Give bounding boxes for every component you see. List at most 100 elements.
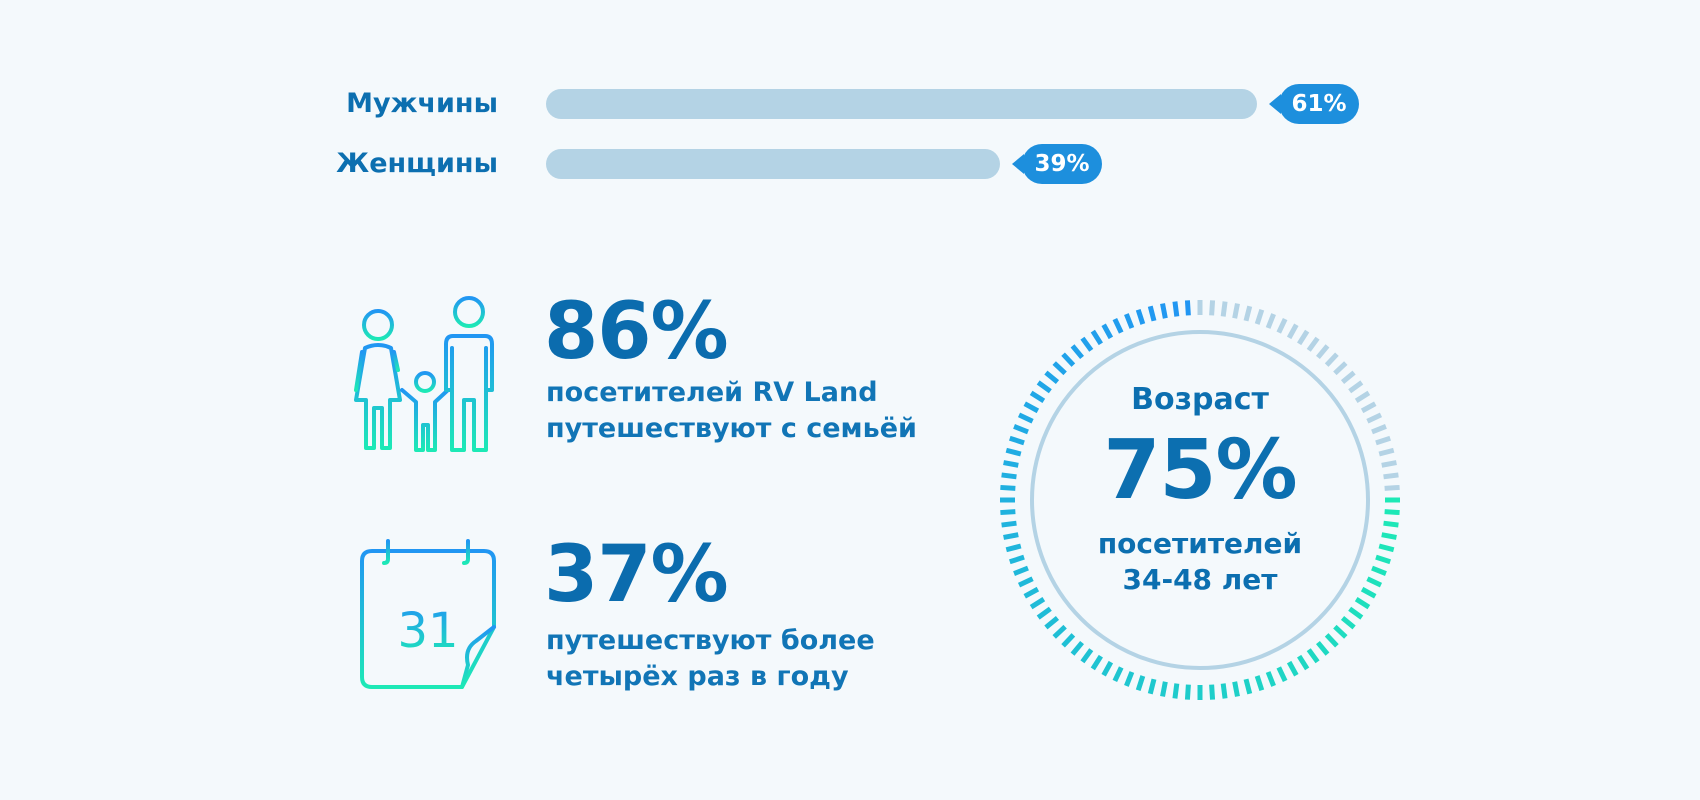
age-ring-tick (1375, 435, 1391, 446)
calendar-day: 31 (397, 603, 458, 659)
family-caption-line2: путешествуют с семьёй (546, 413, 917, 444)
age-ring-tick-filled (1265, 671, 1276, 687)
badge-women: 39% (1012, 144, 1102, 184)
age-ring-tick-filled (1029, 597, 1046, 610)
age-ring-tick-filled (1209, 684, 1216, 700)
family-icon (350, 290, 500, 459)
age-ring-tick (1354, 390, 1371, 403)
age-ring-tick-filled (1013, 565, 1029, 576)
age-ring-tick-filled (1172, 683, 1180, 699)
age-ring-tick-filled (1061, 352, 1076, 367)
age-caption-line2: 34-48 лет (1122, 563, 1278, 596)
age-ring-tick-filled (1147, 305, 1157, 322)
family-stat-caption: посетителей RV Land путешествуют с семьё… (546, 375, 966, 447)
age-ring-tick-filled (1101, 323, 1114, 340)
age-ring-tick-filled (1384, 509, 1400, 516)
bar-women (546, 149, 1000, 179)
age-ring-tick-filled (1172, 301, 1180, 317)
age-ring-tick (1371, 424, 1387, 435)
age-ring-tick-filled (1001, 472, 1017, 480)
age-ring-tick-filled (1001, 520, 1017, 528)
age-ring-tick-filled (1112, 666, 1124, 683)
gender-label-women: Женщины (336, 148, 498, 179)
age-inner-circle (1030, 330, 1370, 670)
age-ring-tick-filled (1232, 681, 1240, 697)
age-ring-tick-filled (1135, 675, 1146, 691)
age-ring-tick-filled (1184, 684, 1191, 700)
age-ring-tick-filled (1297, 654, 1310, 671)
age-ring-tick (1254, 309, 1265, 325)
age-ring-tick-filled (1005, 543, 1022, 553)
age-ring-tick-filled (1381, 532, 1397, 540)
gender-label-men: Мужчины (346, 88, 498, 119)
age-ring-tick (1366, 412, 1383, 424)
age-ring-tick (1378, 447, 1395, 457)
age-ring-tick-filled (1013, 424, 1029, 435)
family-stat-value: 86% (544, 287, 729, 377)
age-ring-tick-filled (1306, 648, 1320, 664)
frequency-caption-line2: четырёх раз в году (546, 661, 849, 692)
age-ring-tick (1220, 301, 1228, 317)
age-ring-tick-filled (1243, 678, 1253, 695)
age-ring-tick-filled (1036, 606, 1052, 620)
age-ring-tick (1306, 336, 1320, 352)
age-ring-tick-filled (1000, 484, 1016, 491)
age-ring-tick-filled (1070, 344, 1085, 360)
age-ring-tick-filled (1333, 624, 1348, 639)
age-ring: Возраст 75% посетителей 34-48 лет (990, 290, 1410, 710)
bar-men (546, 89, 1257, 119)
age-ring-chart (1000, 300, 1400, 700)
age-ring-tick (1315, 344, 1330, 360)
age-ring-tick (1297, 329, 1310, 346)
age-ring-tick-filled (1023, 401, 1040, 414)
age-ring-tick-filled (1000, 509, 1016, 516)
age-ring-tick-filled (1052, 361, 1067, 376)
age-ring-tick-filled (1276, 666, 1288, 683)
age-ring-tick-filled (1360, 586, 1377, 599)
age-ring-tick-filled (1124, 313, 1135, 329)
age-ring-tick-filled (1003, 532, 1019, 540)
age-caption-line1: посетителей (1097, 527, 1303, 560)
age-ring-tick (1232, 303, 1240, 319)
age-ring-tick (1209, 300, 1216, 316)
age-ring-tick-filled (1036, 380, 1052, 394)
age-ring-tick-filled (1101, 660, 1114, 677)
age-ring-tick-filled (1003, 460, 1019, 468)
age-ring-tick-filled (1348, 606, 1364, 620)
age-ring-tick-filled (1354, 597, 1371, 610)
age-ring-tick-filled (1080, 648, 1094, 664)
age-ring-tick-filled (1366, 576, 1383, 588)
age-ring-tick (1265, 313, 1276, 329)
age-ring-tick-filled (1023, 586, 1040, 599)
age-ring-tick-filled (1009, 435, 1025, 446)
age-ring-tick (1324, 352, 1339, 367)
age-ring-tick-filled (1080, 336, 1094, 352)
age-ring-tick-filled (1254, 675, 1265, 691)
age-ring-tick-filled (1044, 370, 1060, 385)
age-ring-tick-filled (1029, 390, 1046, 403)
age-ring-tick (1360, 401, 1377, 414)
age-ring-tick-filled (1220, 683, 1228, 699)
age-ring-tick (1383, 472, 1399, 480)
age-ring-tick (1381, 460, 1397, 468)
age-ring-tick-filled (1184, 300, 1191, 316)
age-ring-tick-filled (1135, 309, 1146, 325)
age-ring-tick-filled (1017, 412, 1034, 424)
age-ring-tick-filled (1375, 554, 1391, 565)
age-ring-tick-filled (1044, 615, 1060, 630)
age-ring-tick (1276, 317, 1288, 334)
family-caption-line1: посетителей RV Land (546, 377, 878, 408)
age-ring-tick (1340, 370, 1356, 385)
age-ring-tick-filled (1371, 565, 1387, 576)
age-ring-tick (1384, 484, 1400, 491)
age-ring-tick-filled (1147, 678, 1157, 695)
age-ring-tick-filled (1017, 576, 1034, 588)
frequency-caption-line1: путешествуют более (546, 625, 875, 656)
age-ring-tick-filled (1061, 633, 1076, 648)
badge-men: 61% (1269, 84, 1359, 124)
age-title: Возраст (1131, 382, 1269, 417)
age-ring-tick-filled (1286, 660, 1299, 677)
age-ring-tick (1286, 323, 1299, 340)
frequency-stat-caption: путешествуют более четырёх раз в году (546, 623, 966, 695)
age-ring-tick-filled (1009, 554, 1025, 565)
